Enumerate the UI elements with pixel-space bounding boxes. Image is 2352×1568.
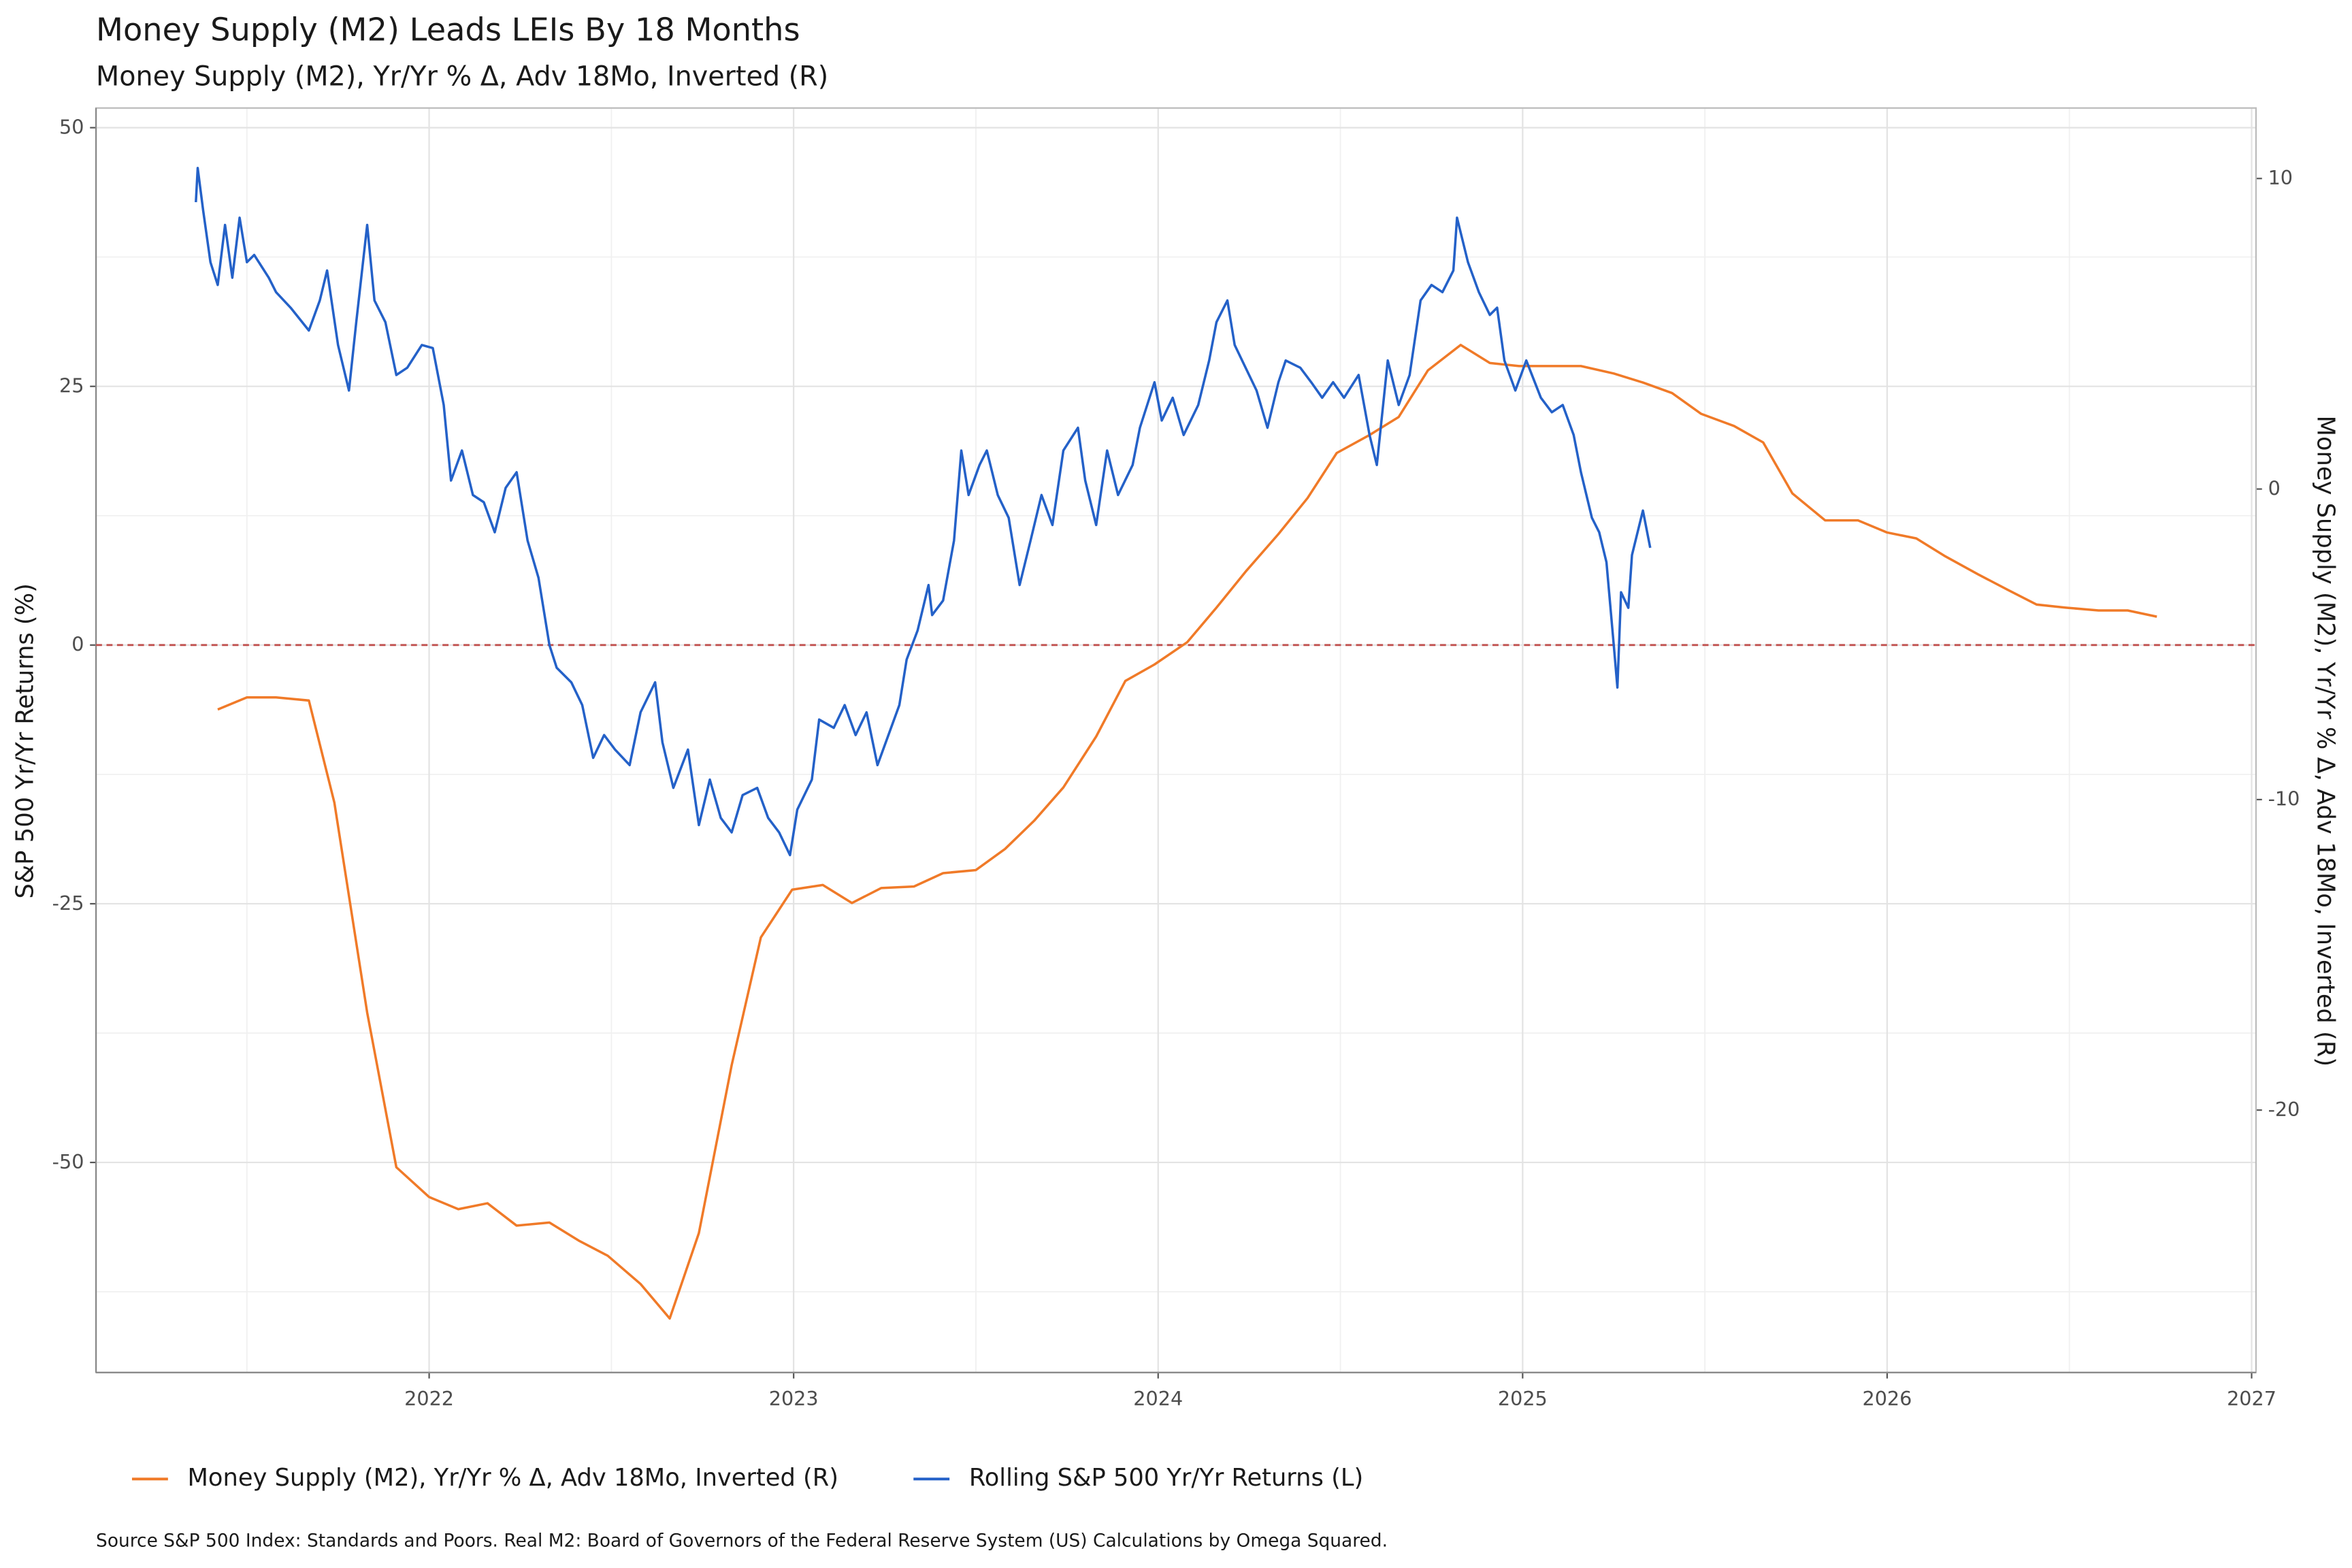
y2-tick-label: 10 [2268,166,2293,189]
y-tick-label: -25 [52,892,84,915]
legend-label: Money Supply (M2), Yr/Yr % Δ, Adv 18Mo, … [188,1464,839,1492]
x-tick-label: 2024 [1133,1387,1183,1410]
x-tick-label: 2023 [769,1387,819,1410]
y2-tick-label: -20 [2268,1098,2300,1121]
legend-label: Rolling S&P 500 Yr/Yr Returns (L) [969,1464,1363,1492]
series-line [217,344,2157,1320]
chart-subtitle: Money Supply (M2), Yr/Yr % Δ, Adv 18Mo, … [96,61,828,93]
y-axis-label: S&P 500 Yr/Yr Returns (%) [11,583,39,898]
x-tick-label: 2026 [1862,1387,1912,1410]
y-tick-label: -50 [52,1150,84,1173]
y2-axis-label: Money Supply (M2), Yr/Yr % Δ, Adv 18Mo, … [2311,416,2339,1067]
x-tick-label: 2025 [1498,1387,1548,1410]
x-tick-label: 2027 [2227,1387,2276,1410]
chart-title: Money Supply (M2) Leads LEIs By 18 Month… [96,12,800,48]
x-tick-label: 2022 [404,1387,454,1410]
y2-tick-label: -10 [2268,787,2300,811]
y-tick-label: 50 [59,115,84,138]
source-note: Source S&P 500 Index: Standards and Poor… [96,1530,1388,1551]
y-tick-label: 0 [71,633,84,656]
y-tick-label: 25 [59,374,84,397]
y2-tick-label: 0 [2268,476,2281,500]
series-line [195,167,1652,857]
plot-frame [95,107,2257,1373]
